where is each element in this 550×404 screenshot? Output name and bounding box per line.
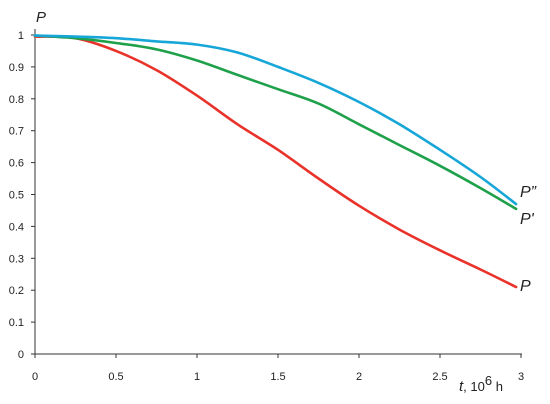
series-line-0 [33,35,518,289]
y-tick-label: 0.7 [9,126,24,138]
y-tick-label: 0.6 [9,158,24,170]
x-ticks: 0 0.5 1 1.5 2 2.5 3 [32,354,524,383]
y-axis-label: P [36,9,46,26]
y-tick-label: 0.1 [9,317,24,329]
series-lines [33,34,518,289]
y-tick-label: 0.4 [9,221,24,233]
y-tick-label: 0.9 [9,62,24,74]
x-tick-label: 2 [356,371,362,383]
y-tick-label: 0.3 [9,253,24,265]
x-tick-label: 1 [194,371,200,383]
x-axis-variable: t [459,378,464,395]
x-tick-label: 2.5 [432,371,447,383]
x-axis-unit-prefix: , 10 [463,379,485,394]
series-label-0: P [520,278,531,295]
series-labels: P P' P” [520,184,537,295]
series-line-1 [33,34,518,211]
series-line-2 [33,34,518,206]
y-tick-label: 1 [18,30,24,42]
y-tick-label: 0.5 [9,190,24,202]
series-label-1: P' [520,211,535,228]
x-tick-label: 0 [32,371,38,383]
x-axis-unit-exponent: 6 [485,373,492,388]
y-tick-label: 0 [18,349,24,361]
series-label-2: P” [520,184,537,201]
x-tick-label: 0.5 [108,371,123,383]
x-axis-unit-suffix: h [492,379,503,394]
x-tick-label: 1.5 [270,371,285,383]
x-axis-label: t, 106 h [459,373,503,395]
y-tick-label: 0.2 [9,285,24,297]
axes [34,29,522,355]
x-tick-label: 3 [518,371,524,383]
y-tick-label: 0.8 [9,94,24,106]
y-ticks: 0 0.1 0.2 0.3 0.4 0.5 0.6 0.7 0.8 0.9 1 [9,30,35,361]
